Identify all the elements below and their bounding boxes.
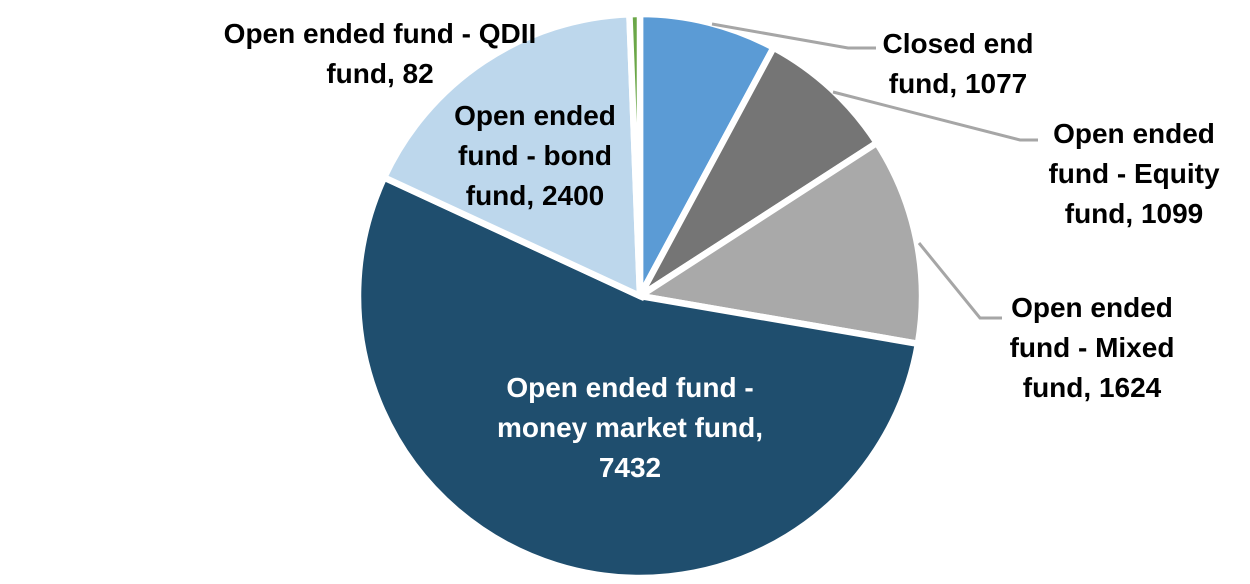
pie-slice-closed-end bbox=[636, 10, 778, 298]
label-line: Open ended fund - bbox=[506, 372, 754, 403]
label-line: Closed end bbox=[882, 28, 1034, 59]
label-line: 7432 bbox=[598, 452, 662, 483]
pie-label-qdii: Open ended fund - QDII fund, 82 bbox=[224, 14, 537, 94]
label-line: Open ended bbox=[1053, 118, 1215, 149]
label-line: fund - Equity bbox=[1048, 158, 1220, 189]
pie-label-closed-end: Closed end fund, 1077 bbox=[883, 24, 1034, 104]
label-line: fund, 1077 bbox=[888, 68, 1028, 99]
label-line: fund, 1099 bbox=[1064, 198, 1204, 229]
label-line: money market fund, bbox=[496, 412, 764, 443]
pie-slice-mixed bbox=[631, 138, 926, 348]
label-line: Open ended bbox=[1011, 292, 1173, 323]
pie-slice-qdii bbox=[626, 10, 644, 297]
label-line: fund - Mixed bbox=[1009, 332, 1175, 363]
pie-label-bond: Open ended fund - bond fund, 2400 bbox=[454, 96, 616, 216]
pie-label-mixed: Open ended fund - Mixed fund, 1624 bbox=[1010, 288, 1175, 408]
leader-line-closed-end bbox=[711, 22, 876, 50]
pie-label-money-market: Open ended fund - money market fund, 7432 bbox=[497, 368, 763, 488]
label-line: fund - bond bbox=[458, 140, 612, 171]
label-line: Open ended fund - QDII bbox=[223, 18, 537, 49]
leader-line-equity bbox=[832, 90, 1038, 142]
leader-line-mixed bbox=[917, 242, 1002, 320]
pie-label-equity: Open ended fund - Equity fund, 1099 bbox=[1048, 114, 1219, 234]
label-line: fund, 82 bbox=[326, 58, 434, 89]
label-line: fund, 2400 bbox=[465, 180, 605, 211]
pie-slice-money-market bbox=[354, 173, 922, 582]
pie-slice-equity bbox=[637, 43, 882, 299]
label-line: Open ended bbox=[454, 100, 616, 131]
pie-slice-bond bbox=[379, 10, 644, 302]
label-line: fund, 1624 bbox=[1022, 372, 1162, 403]
